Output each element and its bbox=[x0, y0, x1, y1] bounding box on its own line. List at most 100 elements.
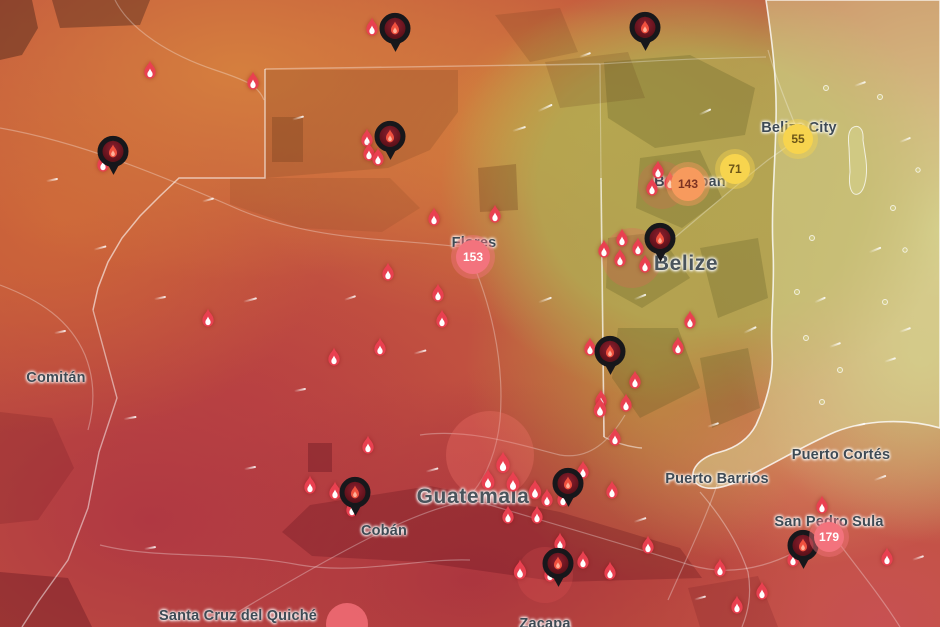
aqi-badge[interactable]: 153 bbox=[456, 240, 490, 274]
fire-icon[interactable] bbox=[603, 480, 621, 506]
flame-icon bbox=[632, 237, 644, 256]
selected-fire-pin[interactable] bbox=[374, 120, 406, 152]
aqi-badge[interactable]: 179 bbox=[814, 522, 844, 552]
fire-icon[interactable] bbox=[325, 347, 343, 373]
fire-icon[interactable] bbox=[728, 595, 746, 621]
fire-icon[interactable] bbox=[528, 505, 546, 531]
flame-icon bbox=[606, 480, 618, 499]
fire-icon[interactable] bbox=[358, 128, 376, 154]
flame-icon bbox=[366, 17, 378, 36]
flame-icon bbox=[304, 475, 316, 494]
landcover-polygons-south bbox=[0, 412, 778, 627]
fire-icon[interactable] bbox=[510, 559, 530, 587]
sea-area bbox=[692, 0, 940, 490]
fire-icon[interactable] bbox=[433, 309, 451, 335]
flame-icon bbox=[598, 239, 610, 258]
fire-icon[interactable] bbox=[492, 451, 514, 481]
fire-icon[interactable] bbox=[199, 308, 217, 334]
flame-icon bbox=[593, 397, 607, 418]
fire-icon[interactable] bbox=[636, 254, 654, 280]
flame-icon bbox=[604, 561, 616, 580]
flame-icon bbox=[329, 481, 341, 500]
fire-icon[interactable] bbox=[301, 475, 319, 501]
fire-icon[interactable] bbox=[478, 468, 499, 497]
flame-icon bbox=[496, 451, 510, 473]
flame-icon bbox=[577, 550, 589, 569]
flame-icon bbox=[616, 228, 628, 247]
flame-icon bbox=[144, 60, 156, 79]
aqi-badge[interactable]: 55 bbox=[783, 124, 813, 154]
selected-fire-pin[interactable] bbox=[339, 476, 371, 508]
fire-icon[interactable] bbox=[617, 393, 635, 419]
fire-icon[interactable] bbox=[681, 310, 699, 336]
fire-icon[interactable] bbox=[711, 558, 729, 584]
flame-icon bbox=[202, 308, 214, 327]
selected-fire-pin[interactable] bbox=[542, 547, 574, 579]
fire-icon[interactable] bbox=[141, 60, 159, 86]
fire-icon[interactable] bbox=[581, 337, 599, 363]
flame-icon bbox=[328, 347, 340, 366]
fire-icon[interactable] bbox=[606, 427, 624, 453]
flame-icon bbox=[731, 595, 743, 614]
flame-icon bbox=[639, 254, 651, 273]
fire-icon[interactable] bbox=[649, 160, 667, 186]
fire-icon[interactable] bbox=[595, 239, 613, 265]
fire-icon[interactable] bbox=[574, 550, 592, 576]
fire-icon[interactable] bbox=[499, 505, 517, 531]
fire-icon[interactable] bbox=[753, 581, 771, 607]
landcover-polygons-west bbox=[0, 0, 645, 232]
flame-icon bbox=[605, 344, 615, 358]
fire-icon[interactable] bbox=[538, 488, 556, 514]
selected-fire-pin[interactable] bbox=[594, 335, 626, 367]
flame-icon bbox=[652, 160, 664, 179]
flame-icon bbox=[614, 248, 626, 267]
fire-icon[interactable] bbox=[326, 481, 344, 507]
fire-icon[interactable] bbox=[359, 435, 377, 461]
fire-icon[interactable] bbox=[629, 237, 647, 263]
flame-icon bbox=[362, 435, 374, 454]
selected-fire-pin[interactable] bbox=[97, 135, 129, 167]
fire-icon[interactable] bbox=[643, 177, 661, 203]
fire-icon[interactable] bbox=[486, 204, 504, 230]
fire-icon[interactable] bbox=[369, 147, 387, 173]
flame-icon bbox=[531, 505, 543, 524]
fire-icon[interactable] bbox=[379, 262, 397, 288]
fire-icon[interactable] bbox=[611, 248, 629, 274]
fire-icon[interactable] bbox=[878, 547, 896, 573]
flame-icon bbox=[247, 71, 259, 90]
flame-icon bbox=[432, 283, 444, 302]
flame-icon bbox=[528, 479, 542, 500]
selected-fire-pin[interactable] bbox=[379, 12, 411, 44]
selected-fire-pin[interactable] bbox=[552, 467, 584, 499]
flame-icon bbox=[620, 393, 632, 412]
selected-fire-pin[interactable] bbox=[644, 222, 676, 254]
flame-icon bbox=[816, 495, 828, 514]
flame-icon bbox=[642, 535, 654, 554]
aqi-badge[interactable]: 71 bbox=[720, 154, 750, 184]
flame-icon bbox=[363, 142, 375, 161]
fire-icon[interactable] bbox=[425, 207, 443, 233]
selected-fire-pin[interactable] bbox=[629, 11, 661, 43]
fire-icon[interactable] bbox=[363, 17, 381, 43]
fire-icon[interactable] bbox=[601, 561, 619, 587]
fire-icon[interactable] bbox=[429, 283, 447, 309]
fire-icon[interactable] bbox=[626, 370, 644, 396]
fire-icon[interactable] bbox=[613, 228, 631, 254]
fire-icon[interactable] bbox=[669, 336, 687, 362]
fire-icon[interactable] bbox=[360, 142, 378, 168]
flame-icon bbox=[108, 144, 118, 158]
fire-icon[interactable] bbox=[371, 337, 389, 363]
fire-icon[interactable] bbox=[639, 535, 657, 561]
fire-icon[interactable] bbox=[813, 495, 831, 521]
flame-icon bbox=[646, 177, 658, 196]
flame-icon bbox=[390, 21, 400, 35]
flame-icon bbox=[584, 337, 596, 356]
fire-icon[interactable] bbox=[244, 71, 262, 97]
fire-icon[interactable] bbox=[525, 479, 545, 507]
fire-icon[interactable] bbox=[590, 397, 610, 425]
fire-icon[interactable] bbox=[503, 470, 524, 499]
aqi-badge[interactable]: 143 bbox=[671, 167, 705, 201]
flame-icon bbox=[684, 310, 696, 329]
